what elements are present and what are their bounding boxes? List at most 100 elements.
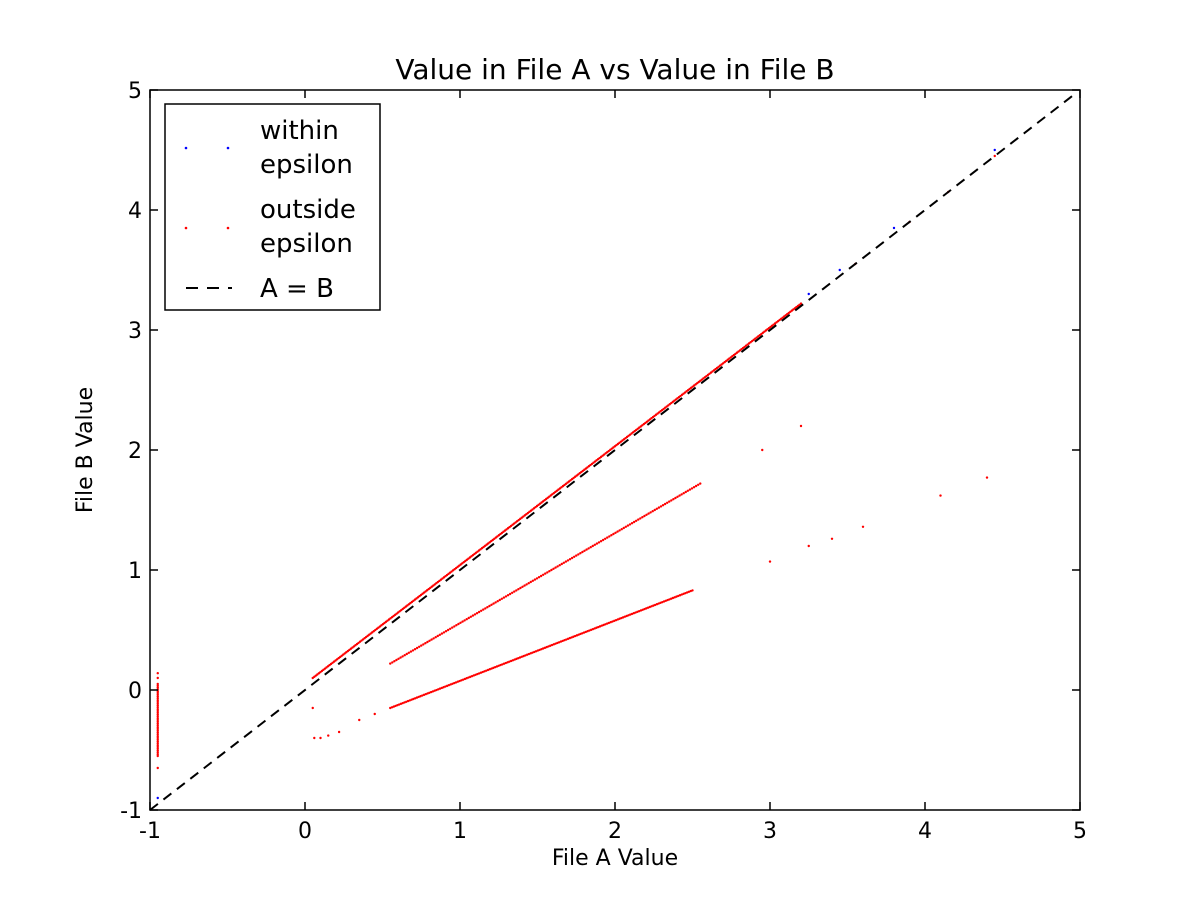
data-point [500,597,504,600]
data-point [696,483,700,486]
identity-line [149,95,1073,811]
series-a-b [149,95,1073,811]
data-point [620,528,623,531]
legend-within-label-1: within [260,116,339,146]
y-tick-label: 2 [128,439,142,464]
data-point [399,656,402,659]
data-point [668,500,671,503]
data-point [692,486,696,489]
x-tick-label: 5 [1073,819,1087,844]
data-point [156,706,159,709]
x-axis-label: File A Value [552,846,678,871]
data-point [156,735,159,738]
x-tick-label: -1 [139,819,161,844]
data-point [651,510,654,513]
data-point [570,556,574,560]
data-point [420,644,423,647]
data-point [535,577,539,580]
data-point [550,568,553,572]
data-point [156,744,159,747]
data-point [639,517,642,520]
data-point [156,699,159,702]
data-point [537,576,541,579]
data-point [156,742,159,745]
data-point [993,148,996,152]
data-point [694,484,698,488]
data-point [612,532,615,536]
data-point [391,661,394,664]
data-point [156,715,159,718]
x-tick-label: 0 [298,819,312,844]
data-point [626,524,630,527]
data-point [556,565,559,568]
data-point [401,655,404,658]
data-point [591,544,594,548]
data-point [548,570,551,573]
data-point [691,589,694,592]
data-point [558,564,561,567]
data-point [484,607,487,610]
data-point [156,753,159,756]
data-point [892,226,896,230]
data-point [479,609,483,612]
data-point [422,643,425,646]
y-tick-label: 5 [128,79,142,104]
data-point [504,595,508,598]
data-point [624,525,628,528]
data-point [634,519,638,522]
data-point [661,504,665,507]
data-point [434,636,437,639]
legend-outside-marker-b [226,226,230,230]
data-point [411,649,415,652]
data-point [614,531,617,534]
data-point [761,448,764,452]
data-point [473,613,477,616]
data-point [628,523,632,526]
plot-area [149,95,1073,811]
series-outside-epsilon [156,154,996,770]
data-point [606,536,609,539]
data-point [560,562,563,566]
data-point [680,493,683,496]
data-point [444,630,448,633]
y-tick-label: 1 [128,559,142,584]
data-point [597,541,601,544]
data-point [498,598,501,602]
data-point [510,591,514,594]
data-point [676,495,679,498]
data-point [672,498,675,501]
data-point [533,578,537,581]
data-point [156,713,159,716]
data-point [649,511,652,514]
data-point [156,700,159,704]
data-point [603,537,607,540]
data-point [451,626,454,629]
legend-outside-marker-a [184,226,188,230]
series-within-epsilon [156,148,996,800]
data-point [523,584,526,587]
data-point [674,496,677,500]
data-point [985,476,989,479]
data-point [156,738,159,741]
data-point [799,424,803,428]
data-point [579,552,582,555]
data-point [581,550,584,554]
data-point [156,717,159,720]
data-point [585,548,588,551]
data-point [453,625,456,628]
data-point [589,546,592,549]
data-point [156,736,159,740]
data-point [438,633,442,636]
legend-line-label: A = B [260,274,334,304]
data-point [407,651,411,654]
data-point [397,657,400,660]
y-axis-label: File B Value [73,387,98,513]
chart-title: Value in File A vs Value in File B [395,53,834,86]
data-point [807,544,810,548]
data-point [595,542,599,545]
data-point [156,733,159,736]
data-point [465,618,468,621]
data-point [156,727,159,731]
data-point [665,501,669,504]
